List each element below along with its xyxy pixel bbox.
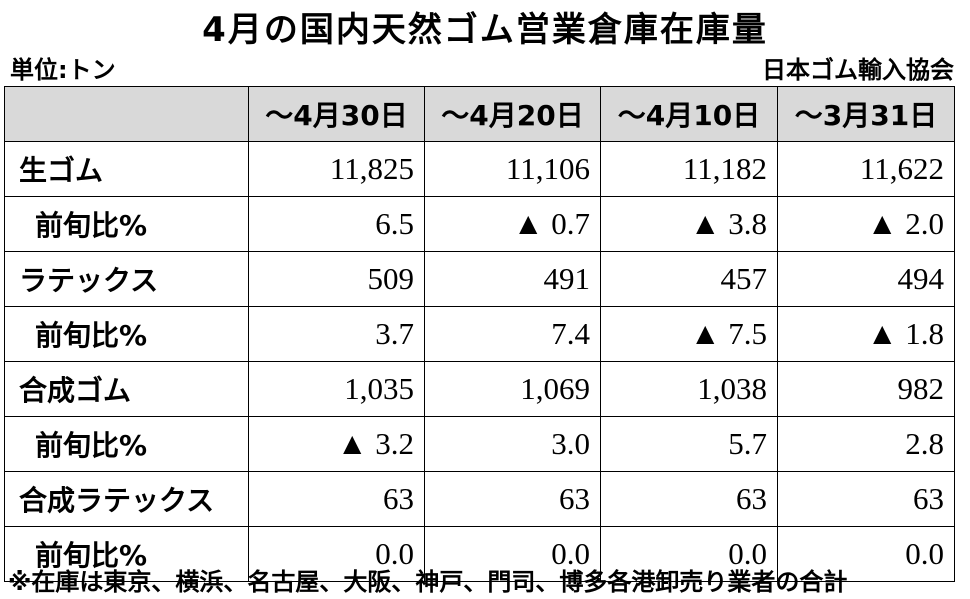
- value-cell: 11,622: [777, 141, 955, 197]
- value-cell: 63: [424, 471, 601, 527]
- value-cell: 0.0: [600, 526, 778, 582]
- header-cell-apr20: ～4月20日: [424, 86, 601, 142]
- row-label: 前旬比%: [4, 196, 249, 252]
- table-header-row: ～4月30日 ～4月20日 ～4月10日 ～3月31日: [4, 86, 955, 142]
- value-cell: ▲ 1.8: [777, 306, 955, 362]
- value-cell: 509: [248, 251, 425, 307]
- value-cell: ▲ 3.2: [248, 416, 425, 472]
- value-cell: 1,035: [248, 361, 425, 417]
- table-row: 前旬比% 6.5 ▲ 0.7 ▲ 3.8 ▲ 2.0: [4, 196, 955, 252]
- value-cell: 3.0: [424, 416, 601, 472]
- value-cell: 63: [600, 471, 778, 527]
- value-cell: 2.8: [777, 416, 955, 472]
- value-cell: 0.0: [248, 526, 425, 582]
- value-cell: 3.7: [248, 306, 425, 362]
- table-row: 合成ゴム 1,035 1,069 1,038 982: [4, 361, 955, 417]
- value-cell: ▲ 0.7: [424, 196, 601, 252]
- table-row: ラテックス 509 491 457 494: [4, 251, 955, 307]
- footnote: ※在庫は東京、横浜、名古屋、大阪、神戸、門司、博多各港卸売り業者の合計: [8, 568, 848, 596]
- row-label: 合成ラテックス: [4, 471, 249, 527]
- table-row: 前旬比% 3.7 7.4 ▲ 7.5 ▲ 1.8: [4, 306, 955, 362]
- table-row: 生ゴム 11,825 11,106 11,182 11,622: [4, 141, 955, 197]
- header-cell-apr30: ～4月30日: [248, 86, 425, 142]
- page-title: 4月の国内天然ゴム営業倉庫在庫量: [202, 10, 768, 50]
- value-cell: 491: [424, 251, 601, 307]
- source-label: 日本ゴム輸入協会: [762, 56, 954, 84]
- value-cell: ▲ 2.0: [777, 196, 955, 252]
- table-row: 合成ラテックス 63 63 63 63: [4, 471, 955, 527]
- row-label: 前旬比%: [4, 306, 249, 362]
- value-cell: 0.0: [424, 526, 601, 582]
- value-cell: 1,038: [600, 361, 778, 417]
- value-cell: 982: [777, 361, 955, 417]
- unit-label: 単位:トン: [10, 56, 116, 84]
- value-cell: 0.0: [777, 526, 955, 582]
- table-row: 前旬比% ▲ 3.2 3.0 5.7 2.8: [4, 416, 955, 472]
- value-cell: 11,106: [424, 141, 601, 197]
- header-cell-mar31: ～3月31日: [777, 86, 955, 142]
- header-cell-apr10: ～4月10日: [600, 86, 778, 142]
- value-cell: ▲ 7.5: [600, 306, 778, 362]
- value-cell: ▲ 3.8: [600, 196, 778, 252]
- value-cell: 11,825: [248, 141, 425, 197]
- value-cell: 63: [777, 471, 955, 527]
- row-label: 前旬比%: [4, 526, 249, 582]
- row-label: 生ゴム: [4, 141, 249, 197]
- table-row: 前旬比% 0.0 0.0 0.0 0.0: [4, 526, 955, 582]
- row-label: 前旬比%: [4, 416, 249, 472]
- value-cell: 457: [600, 251, 778, 307]
- value-cell: 7.4: [424, 306, 601, 362]
- inventory-table: ～4月30日 ～4月20日 ～4月10日 ～3月31日 生ゴム 11,825 11,…: [4, 86, 955, 582]
- value-cell: 5.7: [600, 416, 778, 472]
- value-cell: 11,182: [600, 141, 778, 197]
- header-cell-blank: [4, 86, 249, 142]
- value-cell: 63: [248, 471, 425, 527]
- value-cell: 6.5: [248, 196, 425, 252]
- value-cell: 494: [777, 251, 955, 307]
- row-label: ラテックス: [4, 251, 249, 307]
- row-label: 合成ゴム: [4, 361, 249, 417]
- value-cell: 1,069: [424, 361, 601, 417]
